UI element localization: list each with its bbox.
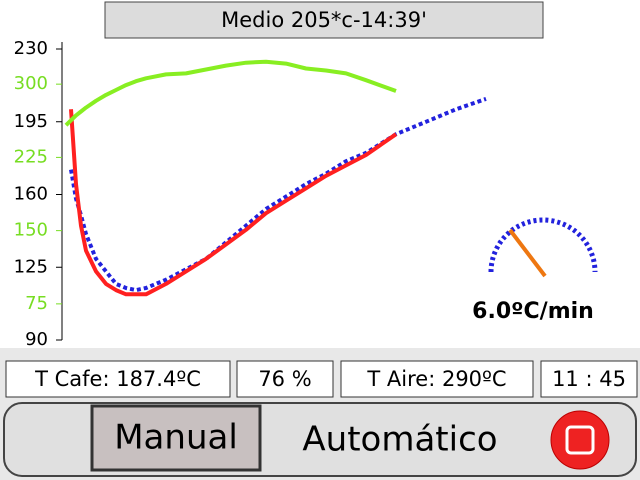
stop-icon [565,425,595,455]
header-title: Medio 205*c-14:39' [221,8,427,32]
manual-label[interactable]: Manual [114,418,238,458]
y-tick-label: 90 [25,329,48,350]
status-box [340,360,534,398]
y2-tick-label: 225 [14,146,48,167]
gauge-label: 6.0ºC/min [472,299,594,324]
t-aire: T Aire: 290ºC [366,367,506,391]
y-tick-label: 230 [14,38,48,59]
y2-tick-label: 150 [14,220,48,241]
y2-tick-label: 300 [14,73,48,94]
status-box [5,360,231,398]
gauge-needle [508,228,547,278]
y2-tick-label: 75 [25,293,48,314]
status-box [540,360,638,398]
y-tick-label: 160 [14,184,48,205]
series-line [69,109,398,297]
series-line [64,59,397,127]
t-cafe: T Cafe: 187.4ºC [34,367,201,391]
y-tick-label: 195 [14,111,48,132]
header-box [104,1,544,39]
gauge: 6.0ºC/min [472,217,598,324]
auto-button[interactable]: Automático [302,420,497,460]
status-box [236,360,334,398]
manual-button[interactable] [90,404,262,472]
percent: 76 % [258,367,311,391]
gauge-arc [488,217,598,273]
time: 11 : 45 [552,367,626,391]
y-tick-label: 125 [14,256,48,277]
